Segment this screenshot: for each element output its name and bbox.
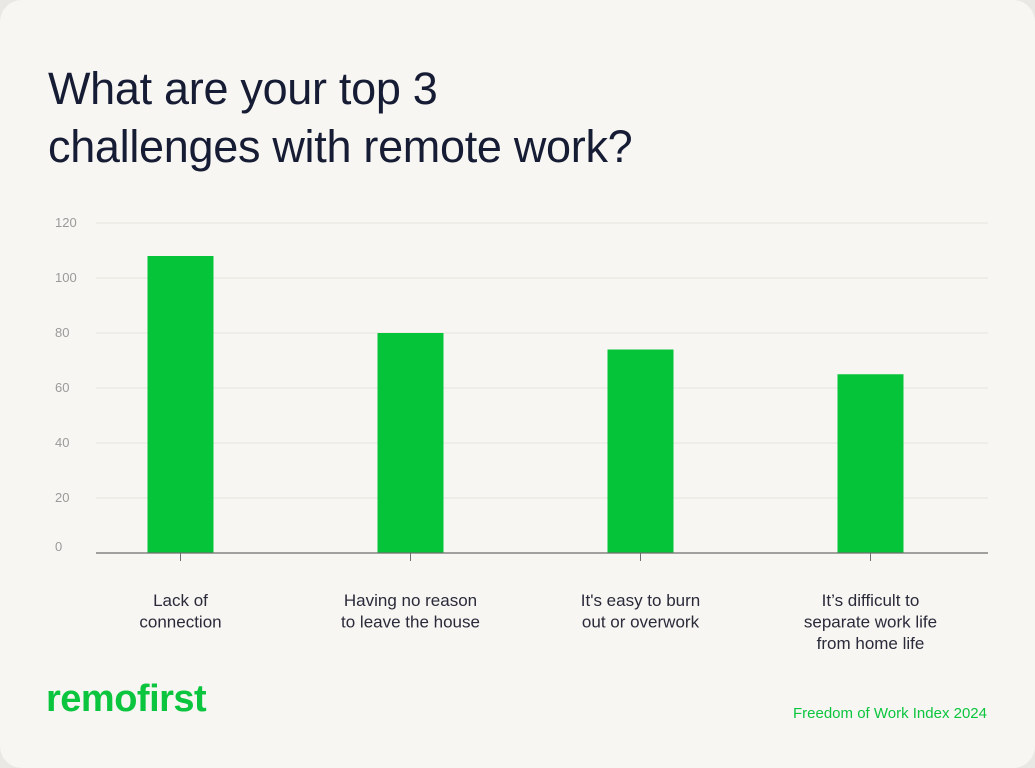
chart-title: What are your top 3 challenges with remo… (48, 60, 848, 176)
category-label: Lack of connection (139, 591, 221, 632)
source-label: Freedom of Work Index 2024 (793, 705, 987, 722)
y-tick-label: 80 (55, 325, 69, 340)
x-axis (96, 552, 988, 561)
y-tick-label: 60 (55, 380, 69, 395)
y-axis-ticks: 0 20 40 60 80 100 120 (55, 215, 77, 554)
remofirst-logo: remofirst (46, 678, 207, 720)
bars (147, 256, 904, 553)
bar (837, 374, 904, 553)
y-tick-label: 0 (55, 539, 62, 554)
chart-title-line-2: challenges with remote work? (48, 121, 633, 172)
y-tick-label: 20 (55, 490, 69, 505)
category-label: Having no reason to leave the house (341, 591, 480, 632)
category-label: It’s difficult to separate work life from … (804, 591, 937, 653)
y-tick-label: 100 (55, 270, 77, 285)
bar (377, 333, 444, 553)
bar (607, 349, 674, 553)
category-labels: Lack of connection Having no reason to leav… (139, 591, 937, 653)
chart-title-line-1: What are your top 3 (48, 63, 438, 114)
category-label: It's easy to burn out or overwork (581, 591, 700, 632)
bar (147, 256, 214, 553)
y-tick-label: 40 (55, 435, 69, 450)
y-tick-label: 120 (55, 215, 77, 230)
